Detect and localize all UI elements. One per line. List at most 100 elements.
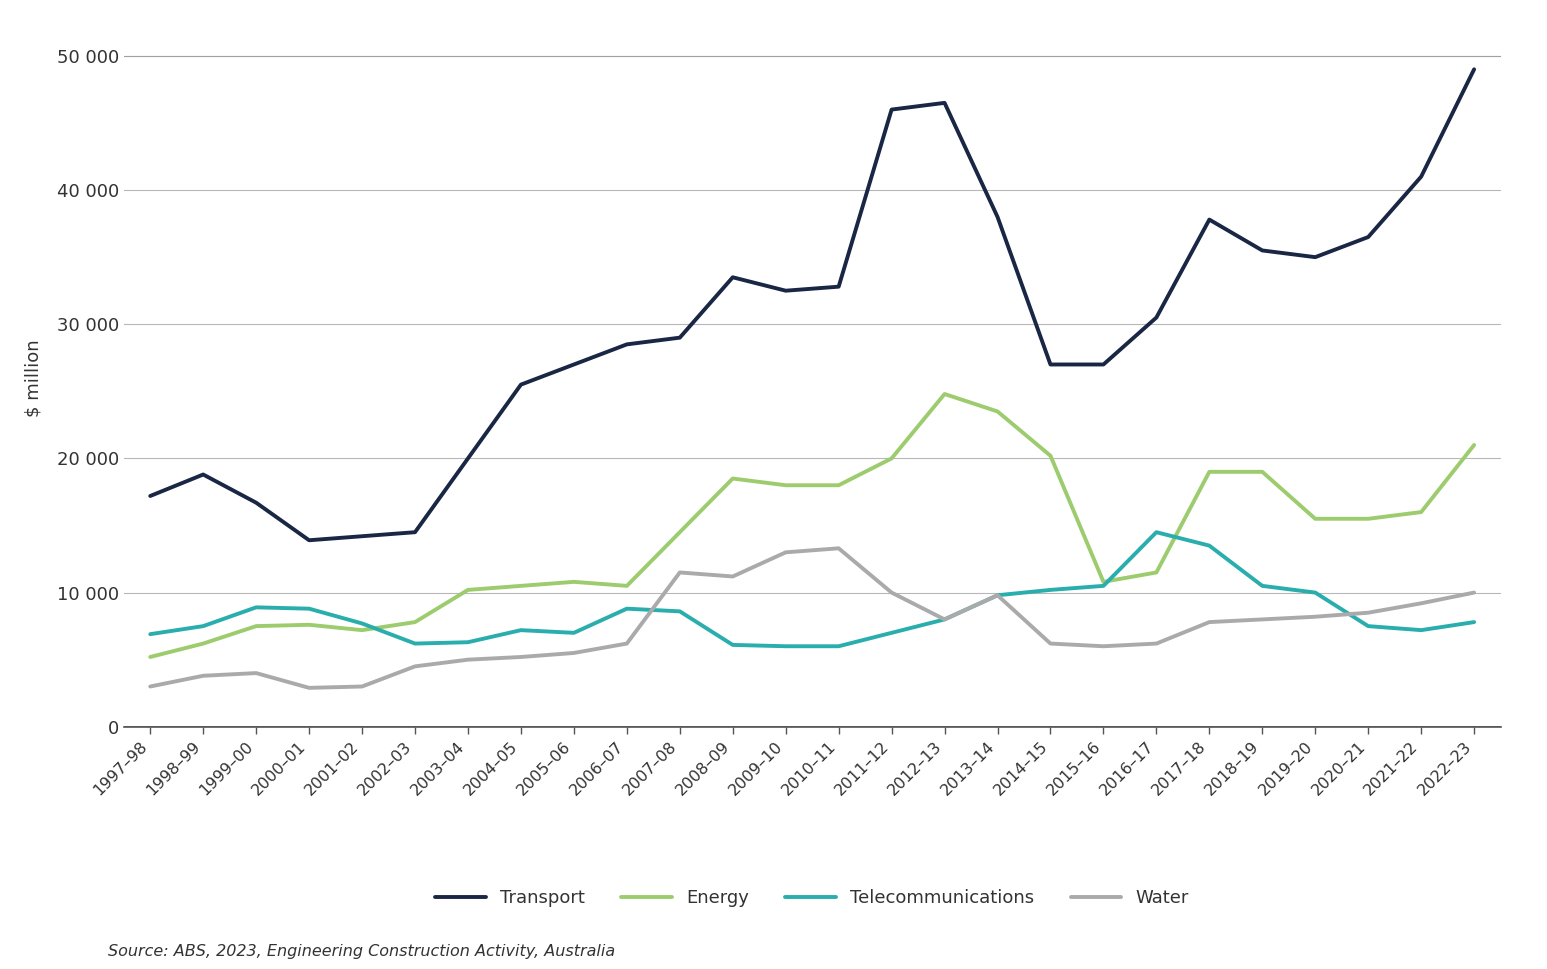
Transport (405, 526, 424, 538)
Water (300, 682, 319, 694)
Telecommunications (670, 606, 688, 617)
Water (1465, 587, 1484, 599)
Telecommunications (989, 589, 1007, 601)
Telecommunications (1412, 624, 1431, 636)
Water (1412, 598, 1431, 610)
Telecommunications (512, 624, 531, 636)
Transport (565, 359, 583, 370)
Energy (458, 584, 476, 596)
Telecommunications (777, 641, 795, 652)
Telecommunications (1358, 620, 1377, 632)
Telecommunications (353, 617, 371, 629)
Telecommunications (1306, 587, 1324, 599)
Water (458, 654, 476, 666)
Water (1358, 607, 1377, 618)
Telecommunications (1465, 616, 1484, 628)
Transport (141, 490, 159, 502)
Water (565, 647, 583, 659)
Telecommunications (1041, 584, 1060, 596)
Water (248, 668, 266, 679)
Telecommunications (141, 628, 159, 640)
Water (829, 543, 848, 554)
Telecommunications (1200, 540, 1219, 551)
Water (1146, 638, 1166, 649)
Telecommunications (882, 627, 900, 639)
Transport (1146, 312, 1166, 324)
Energy (989, 406, 1007, 418)
Water (512, 651, 531, 663)
Energy (829, 480, 848, 491)
Transport (1094, 359, 1112, 370)
Energy (724, 473, 743, 484)
Energy (1412, 506, 1431, 517)
Water (1253, 613, 1272, 625)
Energy (617, 580, 636, 592)
Legend: Transport, Energy, Telecommunications, Water: Transport, Energy, Telecommunications, W… (435, 890, 1190, 907)
Y-axis label: $ million: $ million (25, 339, 43, 417)
Transport (1358, 232, 1377, 243)
Transport (617, 338, 636, 350)
Transport (512, 379, 531, 391)
Transport (1306, 251, 1324, 263)
Energy (1200, 466, 1219, 478)
Energy (193, 638, 212, 649)
Transport (300, 535, 319, 547)
Transport (1412, 171, 1431, 182)
Transport (936, 97, 954, 109)
Transport (193, 469, 212, 481)
Telecommunications (829, 641, 848, 652)
Energy (882, 453, 900, 464)
Water (1041, 638, 1060, 649)
Energy (565, 576, 583, 587)
Transport (1200, 214, 1219, 226)
Energy (936, 389, 954, 400)
Telecommunications (724, 640, 743, 651)
Telecommunications (565, 627, 583, 639)
Water (1200, 616, 1219, 628)
Energy (1146, 567, 1166, 578)
Energy (353, 624, 371, 636)
Energy (670, 526, 688, 538)
Energy (248, 620, 266, 632)
Telecommunications (405, 638, 424, 649)
Water (882, 587, 900, 599)
Telecommunications (458, 637, 476, 648)
Water (1094, 641, 1112, 652)
Line: Energy: Energy (150, 394, 1474, 657)
Transport (248, 497, 266, 509)
Telecommunications (936, 613, 954, 625)
Energy (1306, 513, 1324, 524)
Line: Water: Water (150, 548, 1474, 688)
Energy (141, 651, 159, 663)
Transport (829, 281, 848, 293)
Water (989, 589, 1007, 601)
Energy (1465, 439, 1484, 451)
Transport (670, 331, 688, 343)
Water (1306, 610, 1324, 622)
Water (617, 638, 636, 649)
Transport (353, 530, 371, 542)
Water (936, 613, 954, 625)
Water (405, 661, 424, 672)
Telecommunications (300, 603, 319, 614)
Telecommunications (193, 620, 212, 632)
Water (777, 547, 795, 558)
Energy (777, 480, 795, 491)
Energy (1041, 450, 1060, 461)
Transport (724, 271, 743, 283)
Transport (1465, 64, 1484, 76)
Line: Transport: Transport (150, 70, 1474, 541)
Energy (405, 616, 424, 628)
Telecommunications (617, 603, 636, 614)
Water (141, 680, 159, 692)
Telecommunications (1253, 580, 1272, 592)
Text: Source: ABS, 2023, Engineering Construction Activity, Australia: Source: ABS, 2023, Engineering Construct… (108, 945, 616, 959)
Energy (512, 580, 531, 592)
Line: Telecommunications: Telecommunications (150, 532, 1474, 646)
Energy (300, 619, 319, 631)
Transport (1253, 244, 1272, 256)
Telecommunications (1146, 526, 1166, 538)
Energy (1358, 513, 1377, 524)
Transport (989, 211, 1007, 223)
Transport (882, 104, 900, 115)
